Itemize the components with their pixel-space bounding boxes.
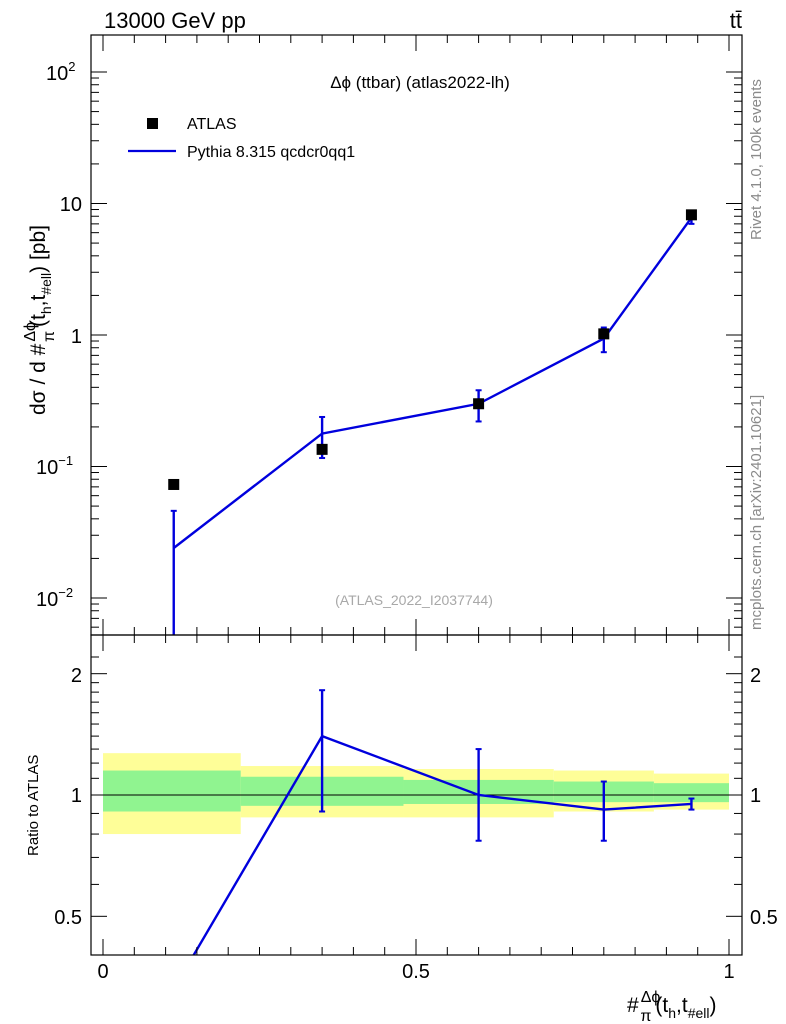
- main-curve-layer: [170, 211, 695, 635]
- svg-text:#Δϕπ(th,t#ell): # Δϕ π (th,t#ell): [627, 989, 716, 1024]
- ratio-axis-ticks: [91, 635, 742, 955]
- atlas-data-point: [168, 478, 180, 490]
- main-ylabel: dσ / d #Δϕ π(th,t#ell) [pb]: [22, 225, 58, 415]
- process-label: tt̄: [730, 8, 742, 33]
- plot-title: Δϕ (ttbar) (atlas2022-lh): [330, 73, 510, 92]
- mcplots-label: mcplots.cern.ch [arXiv:2401.10621]: [748, 395, 765, 630]
- ratio-ytick-label-right-1: 1: [750, 785, 761, 807]
- ytick-label-1e-2: 10−2: [36, 585, 73, 611]
- xtick-label-0.5: 0.5: [402, 961, 430, 983]
- main-axis-ticks: [91, 35, 742, 635]
- ratio-band-inner: [653, 783, 729, 803]
- ratio-ytick-label-2: 2: [71, 665, 82, 687]
- ratio-plot-frame: [90, 634, 743, 956]
- ratio-band-layer: [103, 753, 729, 835]
- main-marker-layer: [168, 209, 697, 490]
- ratio-ytick-label-right-2: 2: [750, 665, 761, 687]
- ytick-label-1: 1: [71, 326, 82, 348]
- ratio-ytick-label-0.5: 0.5: [54, 907, 82, 929]
- pythia-curve: [173, 216, 693, 549]
- ytick-label-1e-1: 10−1: [36, 453, 73, 479]
- legend-marker-atlas: [147, 118, 158, 129]
- xtick-label-1: 1: [723, 961, 734, 983]
- rivet-label: Rivet 4.1.0, 100k events: [748, 79, 765, 240]
- atlas-data-point: [598, 328, 610, 340]
- atlas-data-point: [316, 443, 328, 455]
- legend: ATLAS Pythia 8.315 qcdcr0qq1: [128, 116, 355, 161]
- atlas-data-point: [685, 209, 697, 221]
- svg-text:dσ / d #Δϕπ(th,t#ell) [pb]: dσ / d #Δϕ π(th,t#ell) [pb]: [22, 225, 58, 415]
- xlabel: # Δϕ π (th,t#ell): [627, 989, 716, 1024]
- atlas-data-point: [473, 398, 485, 410]
- ratio-band-inner: [103, 770, 241, 812]
- ratio-curve-layer: [192, 689, 695, 955]
- ytick-label-10: 10: [60, 194, 82, 216]
- energy-label: 13000 GeV pp: [104, 8, 246, 33]
- xtick-label-0: 0: [97, 961, 108, 983]
- ytick-label-1e2: 102: [46, 59, 75, 85]
- legend-label-atlas: ATLAS: [187, 116, 237, 133]
- ratio-ytick-label-right-0.5: 0.5: [750, 907, 778, 929]
- ratio-panel: 2 1 0.5 2 1 0.5 Ratio to ATLAS 0 0.5 1 #…: [25, 634, 778, 1024]
- ratio-ytick-label-1: 1: [71, 785, 82, 807]
- analysis-watermark: (ATLAS_2022_I2037744): [335, 592, 493, 608]
- legend-label-pythia: Pythia 8.315 qcdcr0qq1: [187, 144, 355, 161]
- main-panel: 10−2 10−1 1 10 102 dσ / d #Δϕ π(th,t#ell)…: [22, 34, 743, 636]
- ratio-ylabel: Ratio to ATLAS: [25, 755, 42, 856]
